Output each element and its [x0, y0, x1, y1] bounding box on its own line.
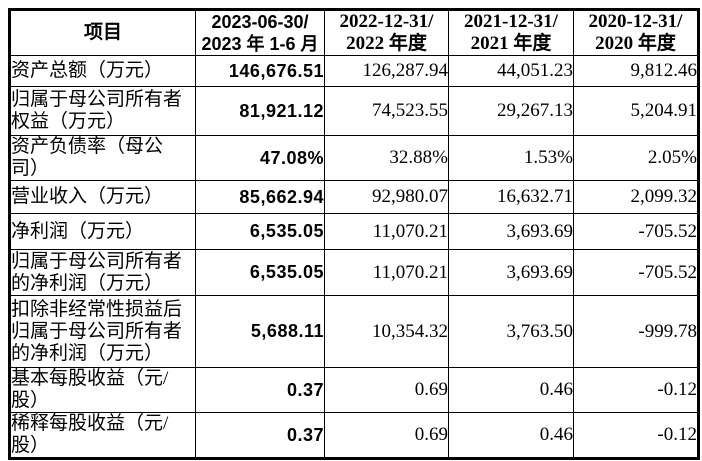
table-row: 归属于母公司所有者 的净利润（万元） 6,535.05 11,070.21 3,…	[9, 249, 699, 296]
value-cell: 3,693.69	[448, 249, 574, 296]
value-cell: 5,204.91	[573, 86, 699, 136]
value-cell: 3,693.69	[448, 213, 574, 250]
table-row: 基本每股收益（元/ 股） 0.37 0.69 0.46 -0.12	[9, 367, 699, 413]
value-cell: 0.69	[324, 412, 449, 459]
value-cell: -705.52	[573, 249, 699, 296]
row-label-cell: 归属于母公司所有者 权益（万元）	[9, 86, 196, 136]
value-cell: 146,676.51	[195, 55, 325, 87]
value-cell: 85,662.94	[195, 180, 325, 214]
header-period-2021: 2021-12-31/ 2021 年度	[448, 9, 574, 56]
value-cell: -0.12	[573, 412, 699, 459]
value-cell: 32.88%	[324, 135, 449, 181]
value-cell: 92,980.07	[324, 180, 449, 214]
value-cell: 81,921.12	[195, 86, 325, 136]
table-row: 营业收入（万元） 85,662.94 92,980.07 16,632.71 2…	[9, 180, 699, 214]
table-row: 归属于母公司所有者 权益（万元） 81,921.12 74,523.55 29,…	[9, 86, 699, 136]
value-cell: 11,070.21	[324, 213, 449, 250]
value-cell: 0.69	[324, 367, 449, 413]
value-cell: 0.46	[448, 412, 574, 459]
value-cell: 11,070.21	[324, 249, 449, 296]
value-cell: 3,763.50	[448, 295, 574, 368]
value-cell: 10,354.32	[324, 295, 449, 368]
header-item: 项目	[9, 9, 196, 56]
table-row: 资产总额（万元） 146,676.51 126,287.94 44,051.23…	[9, 55, 699, 87]
row-label-cell: 稀释每股收益（元/ 股）	[9, 412, 196, 459]
value-cell: 74,523.55	[324, 86, 449, 136]
value-cell: 6,535.05	[195, 249, 325, 296]
table-row: 稀释每股收益（元/ 股） 0.37 0.69 0.46 -0.12	[9, 412, 699, 459]
table-row: 资产负债率（母公 司） 47.08% 32.88% 1.53% 2.05%	[9, 135, 699, 181]
row-label-cell: 基本每股收益（元/ 股）	[9, 367, 196, 413]
value-cell: 0.37	[195, 412, 325, 459]
header-period-2022: 2022-12-31/ 2022 年度	[324, 9, 449, 56]
value-cell: 47.08%	[195, 135, 325, 181]
value-cell: 1.53%	[448, 135, 574, 181]
value-cell: -0.12	[573, 367, 699, 413]
value-cell: 126,287.94	[324, 55, 449, 87]
value-cell: 0.46	[448, 367, 574, 413]
value-cell: 2,099.32	[573, 180, 699, 214]
row-label-cell: 净利润（万元）	[9, 213, 196, 250]
row-label-cell: 扣除非经常性损益后 归属于母公司所有者 的净利润（万元）	[9, 295, 196, 368]
row-label-cell: 归属于母公司所有者 的净利润（万元）	[9, 249, 196, 296]
row-label-cell: 资产负债率（母公 司）	[9, 135, 196, 181]
table-row: 扣除非经常性损益后 归属于母公司所有者 的净利润（万元） 5,688.11 10…	[9, 295, 699, 368]
header-period-2020: 2020-12-31/ 2020 年度	[573, 9, 699, 56]
value-cell: 44,051.23	[448, 55, 574, 87]
table-header-row: 项目 2023-06-30/ 2023 年 1-6 月 2022-12-31/ …	[9, 9, 699, 56]
row-label-cell: 营业收入（万元）	[9, 180, 196, 214]
value-cell: 2.05%	[573, 135, 699, 181]
value-cell: -705.52	[573, 213, 699, 250]
table-row: 净利润（万元） 6,535.05 11,070.21 3,693.69 -705…	[9, 213, 699, 250]
value-cell: 9,812.46	[573, 55, 699, 87]
value-cell: -999.78	[573, 295, 699, 368]
value-cell: 6,535.05	[195, 213, 325, 250]
value-cell: 16,632.71	[448, 180, 574, 214]
value-cell: 0.37	[195, 367, 325, 413]
header-period-2023: 2023-06-30/ 2023 年 1-6 月	[195, 9, 325, 56]
financial-summary-table: 项目 2023-06-30/ 2023 年 1-6 月 2022-12-31/ …	[8, 8, 700, 460]
value-cell: 29,267.13	[448, 86, 574, 136]
value-cell: 5,688.11	[195, 295, 325, 368]
row-label-cell: 资产总额（万元）	[9, 55, 196, 87]
